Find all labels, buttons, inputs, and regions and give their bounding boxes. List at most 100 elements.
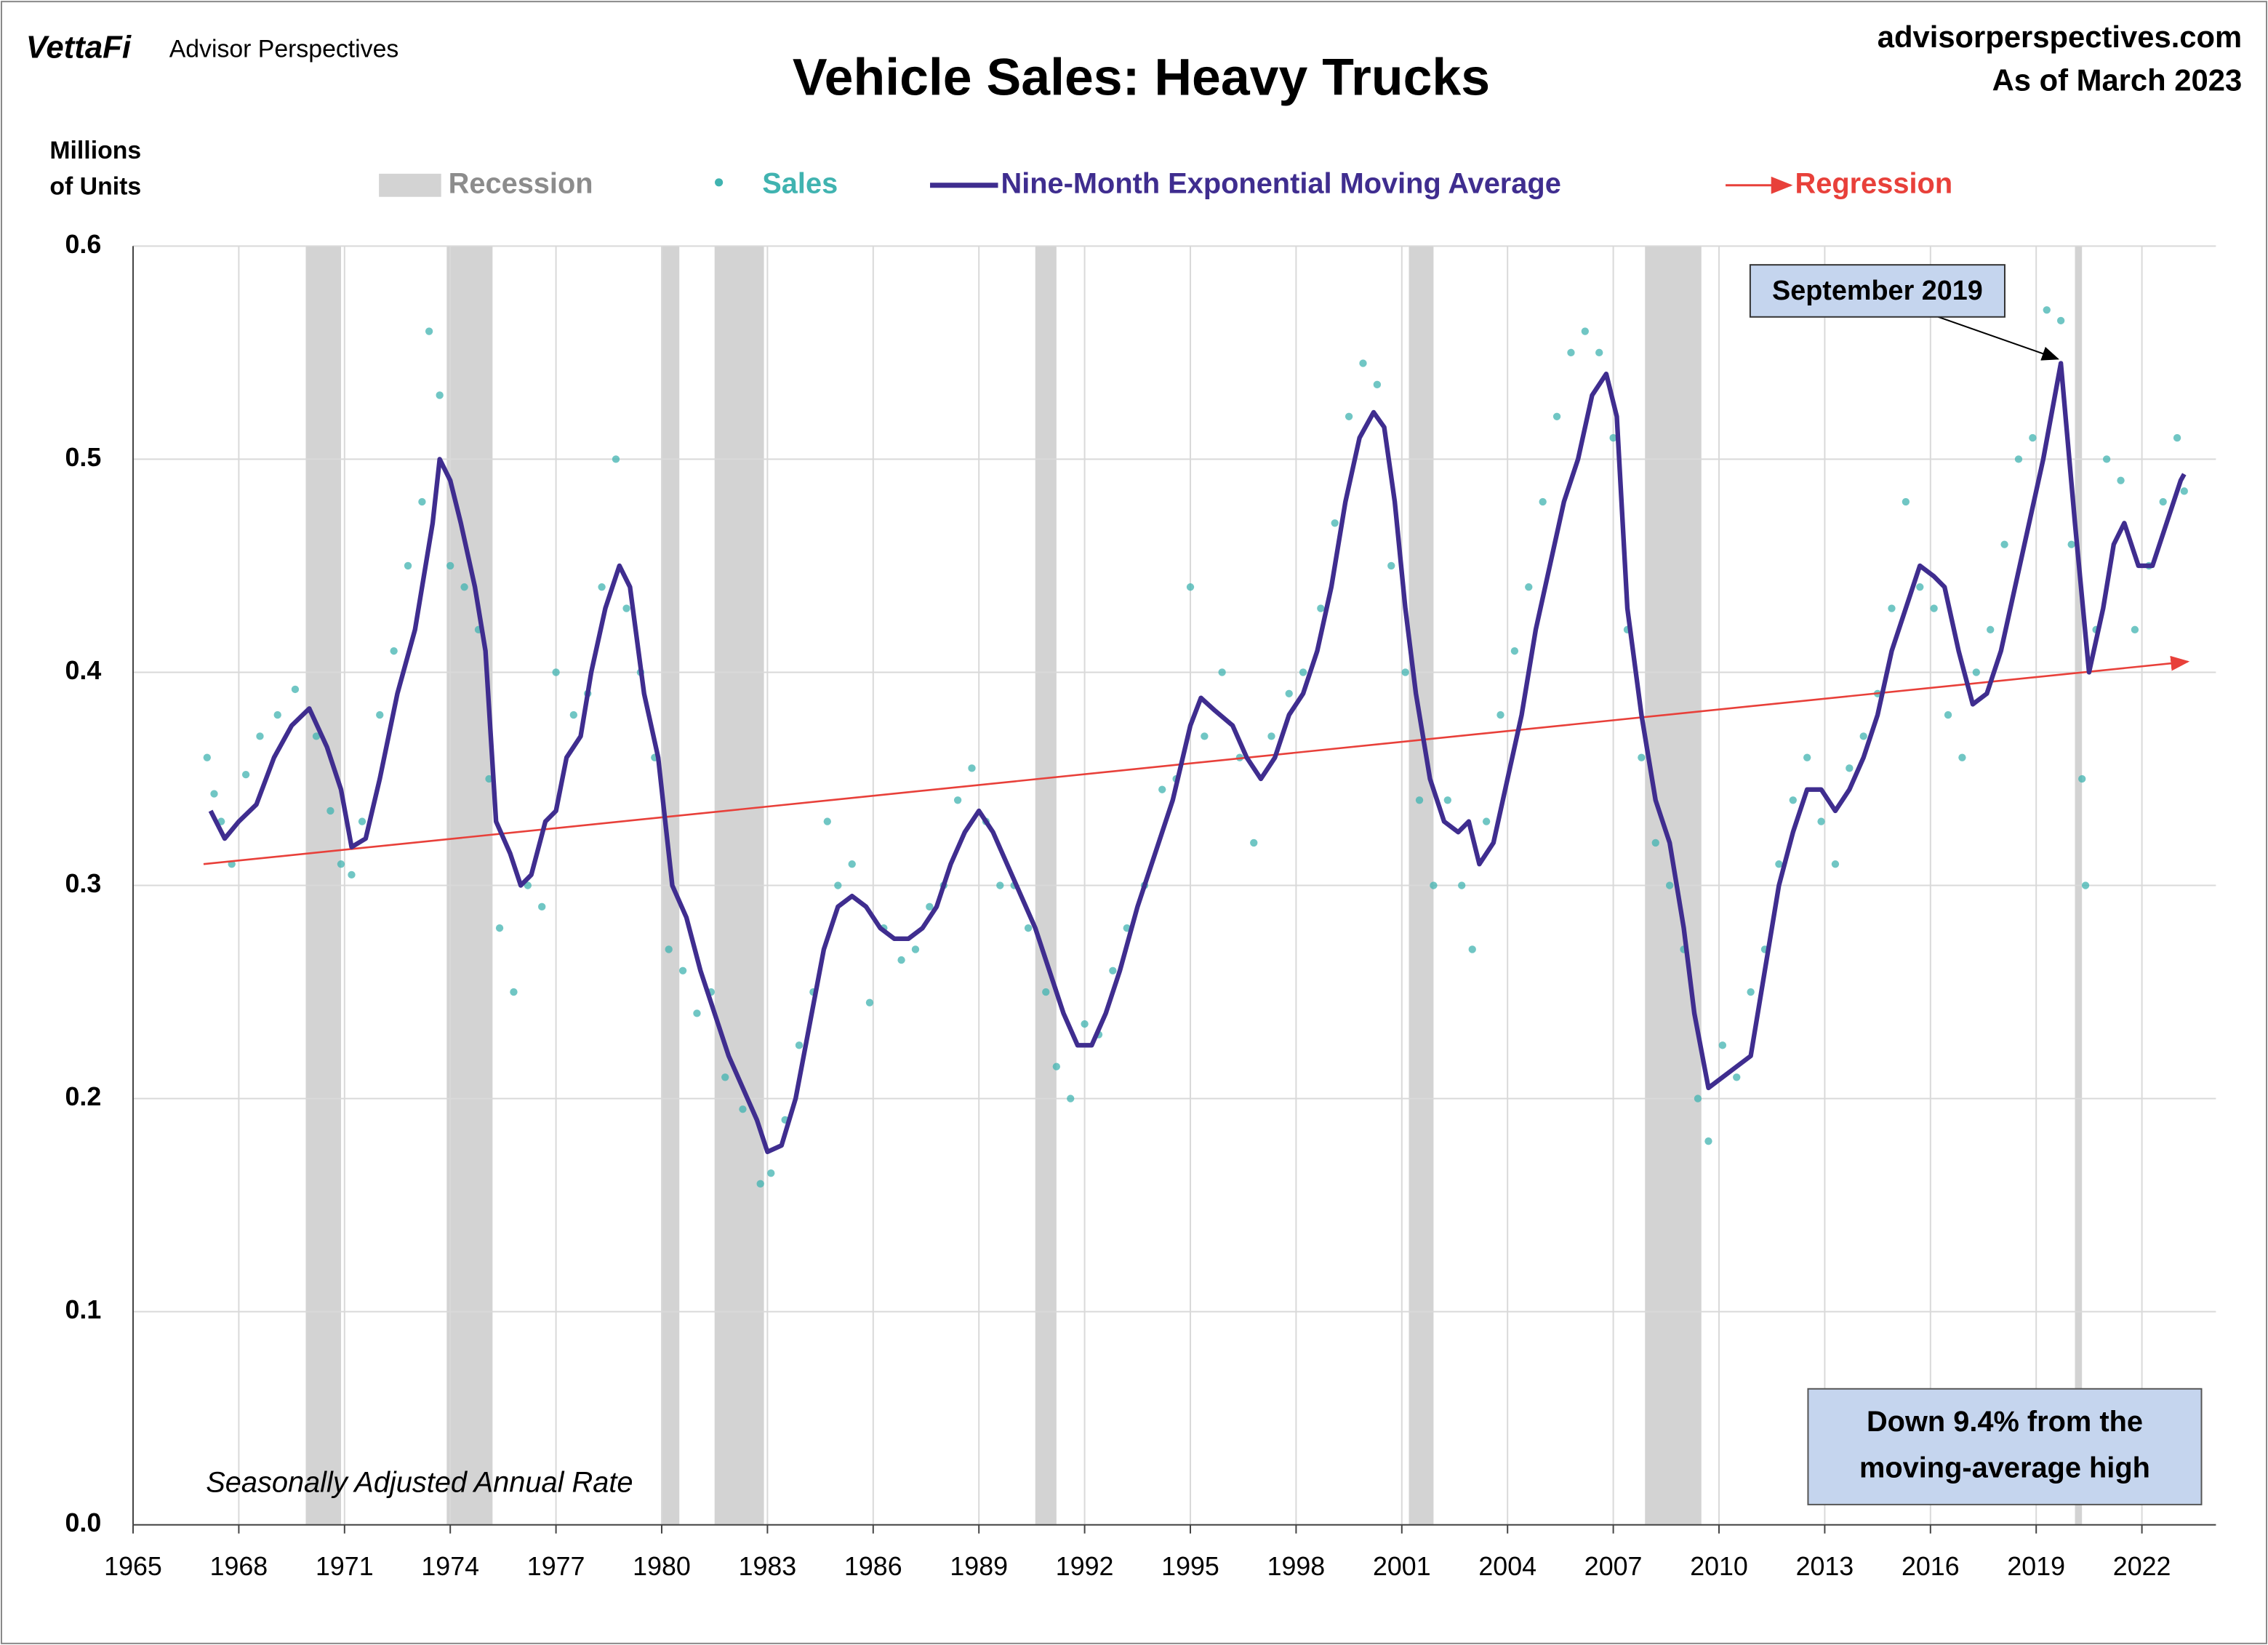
sales-point: [2000, 540, 2008, 548]
sales-point: [524, 881, 532, 889]
sales-point: [1387, 561, 1395, 570]
sales-point: [756, 1180, 764, 1188]
sales-point: [622, 604, 630, 612]
legend-swatch: [379, 173, 441, 197]
y-axis-label: of Units: [49, 173, 141, 201]
sales-point: [390, 647, 398, 655]
y-tick-label: 0.4: [65, 656, 101, 685]
sales-point: [273, 711, 281, 719]
sales-point: [1888, 604, 1896, 612]
legend-label: Recession: [449, 167, 593, 199]
sales-point: [1525, 583, 1533, 591]
sales-point: [823, 817, 831, 825]
sales-point: [1803, 753, 1811, 761]
y-tick-label: 0.3: [65, 869, 101, 898]
sales-point: [1694, 1094, 1702, 1102]
sales-point: [241, 770, 250, 779]
sales-point: [1042, 988, 1050, 996]
sales-point: [569, 711, 578, 719]
sales-point: [210, 790, 218, 798]
sales-point: [1567, 348, 1575, 357]
summary-box: [1807, 1388, 2203, 1505]
x-tick-label: 2004: [1478, 1552, 1536, 1581]
sales-point: [953, 796, 962, 804]
sales-point: [1186, 583, 1195, 591]
x-tick-label: 1971: [316, 1552, 374, 1581]
sales-point: [1595, 348, 1603, 357]
sales-point: [1651, 838, 1659, 847]
sales-point: [1468, 945, 1476, 953]
sales-point: [2081, 881, 2090, 889]
callout-text: September 2019: [1772, 276, 1983, 306]
sales-point: [446, 561, 454, 570]
sales-point: [1317, 604, 1325, 612]
sales-point: [739, 1105, 747, 1113]
sales-point: [1430, 881, 1438, 889]
sales-point: [1024, 924, 1033, 932]
brand-sub: Advisor Perspectives: [169, 36, 399, 63]
plot: 0.0 0.1 0.2 0.3 0.4 0.5 0.6 1965 1968 1971 1974 197…: [65, 230, 2216, 1581]
sales-point: [1609, 433, 1617, 442]
sales-point: [1285, 689, 1293, 697]
sales-point: [1201, 732, 1209, 740]
summary: Down 9.4% from the: [1867, 1406, 2143, 1438]
sales-point: [848, 860, 856, 868]
x-tick-label: 2016: [1902, 1552, 1960, 1581]
sales-point: [1930, 604, 1938, 612]
x-tick-label: 2022: [2113, 1552, 2171, 1581]
legend-label: Sales: [762, 167, 838, 199]
sales-point: [1539, 497, 1547, 506]
sales-point: [337, 860, 345, 868]
note: Seasonally Adjusted Annual Rate: [206, 1467, 633, 1499]
sales-point: [1846, 764, 1854, 772]
sales-point: [665, 945, 673, 953]
sales-point: [348, 870, 356, 879]
sales-point: [552, 668, 560, 676]
x-tick-label: 1965: [104, 1552, 162, 1581]
sales-point: [1944, 711, 1952, 719]
sales-point: [1859, 732, 1867, 740]
sales-point: [2173, 433, 2181, 442]
x-tick-label: 2001: [1373, 1552, 1431, 1581]
sales-point: [1250, 838, 1258, 847]
x-tick-label: 2019: [2007, 1552, 2065, 1581]
sales-point: [1775, 860, 1783, 868]
x-tick-label: 1980: [633, 1552, 691, 1581]
sales-point: [996, 881, 1004, 889]
sales-point: [598, 583, 606, 591]
y-tick-label: 0.6: [65, 230, 101, 259]
sales-point: [1496, 711, 1504, 719]
sales-point: [1415, 796, 1424, 804]
sales-point: [1510, 647, 1519, 655]
sales-point: [1359, 359, 1367, 367]
x-tick-label: 1983: [739, 1552, 797, 1581]
sales-point: [2131, 625, 2139, 634]
x-tick-label: 2010: [1690, 1552, 1748, 1581]
sales-point: [1109, 966, 1117, 974]
sales-point: [2029, 433, 2037, 442]
x-tick-label: 1977: [527, 1552, 585, 1581]
sales-point: [1831, 860, 1840, 868]
sales-point: [2078, 775, 2086, 783]
y-tick-label: 0.5: [65, 443, 101, 472]
sales-point: [1052, 1062, 1061, 1070]
sales-point: [1218, 668, 1226, 676]
regression-line: [203, 655, 2190, 865]
sales-point: [2056, 316, 2065, 325]
x-tick-label: 2007: [1584, 1552, 1643, 1581]
sales-point: [767, 1169, 775, 1177]
sales-point: [612, 455, 620, 463]
sales-point: [1704, 1137, 1712, 1145]
sales-point: [404, 561, 412, 570]
sales-point: [2102, 455, 2111, 463]
sales-point: [1902, 497, 1910, 506]
sales-point: [1789, 796, 1797, 804]
sales-point: [1482, 817, 1491, 825]
x-tick-label: 1989: [950, 1552, 1008, 1581]
sales-point: [510, 988, 518, 996]
sales-point: [1067, 1094, 1075, 1102]
sales-point: [495, 924, 504, 932]
sales-point: [1552, 412, 1561, 420]
